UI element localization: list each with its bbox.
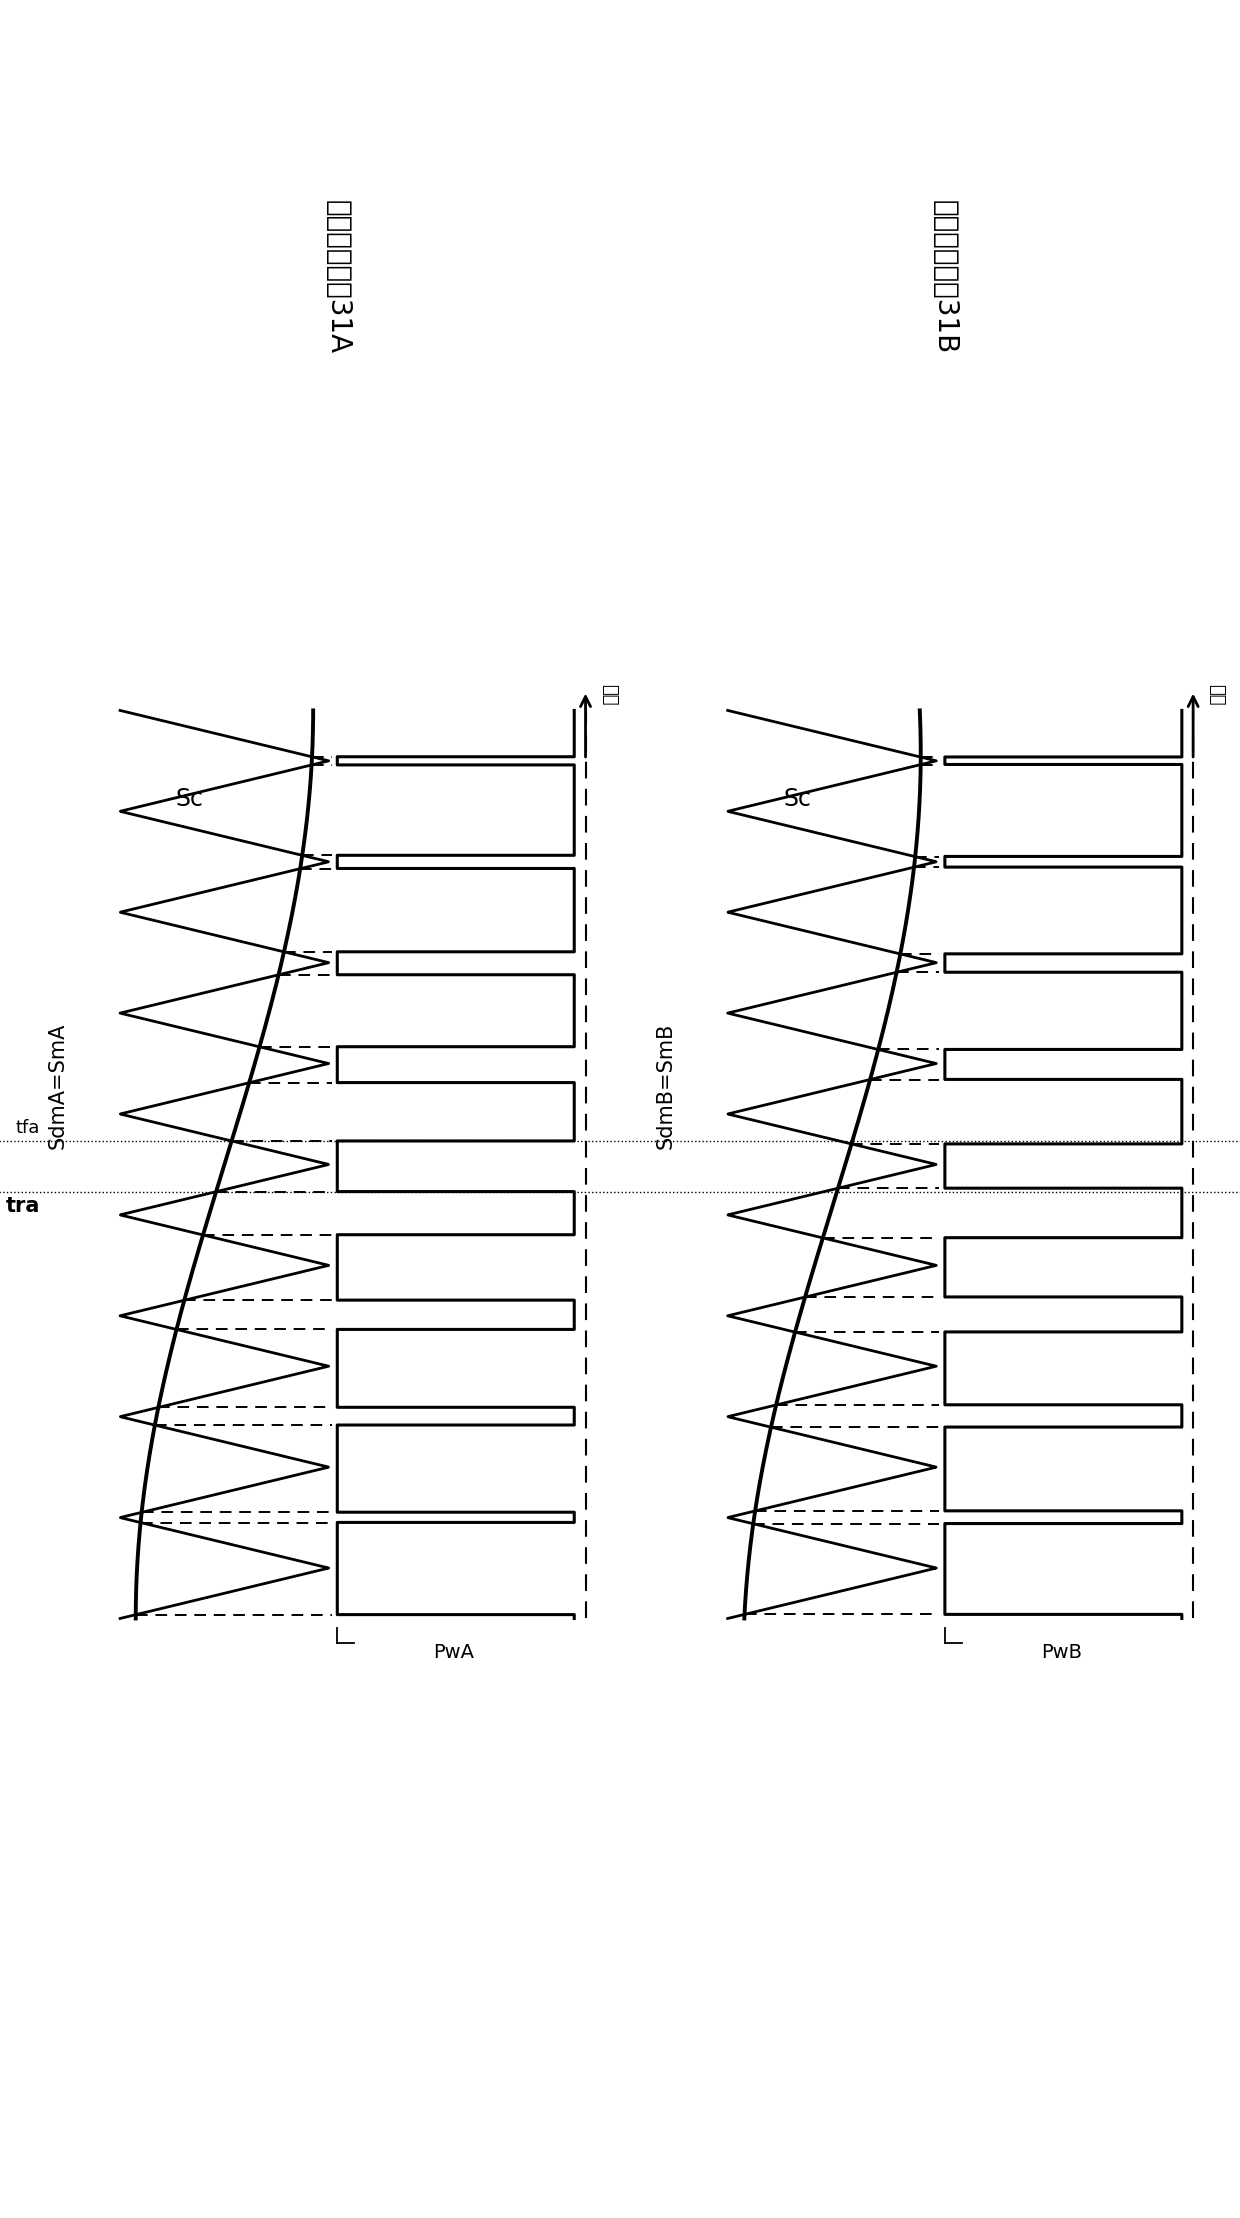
Text: 第一控制单元31A: 第一控制单元31A [324,200,351,355]
Text: 第二控制单元31B: 第二控制单元31B [931,200,959,355]
Text: 时间: 时间 [1208,683,1225,705]
Text: tfa: tfa [16,1118,40,1138]
Text: PwA: PwA [433,1644,474,1661]
Text: SdmB=SmB: SdmB=SmB [656,1022,676,1149]
Text: PwB: PwB [1040,1644,1081,1661]
Text: 时间: 时间 [600,683,618,705]
Text: Sc: Sc [176,787,203,812]
Text: tra: tra [6,1196,40,1215]
Text: Sc: Sc [784,787,811,812]
Text: SdmA=SmA: SdmA=SmA [48,1022,68,1149]
